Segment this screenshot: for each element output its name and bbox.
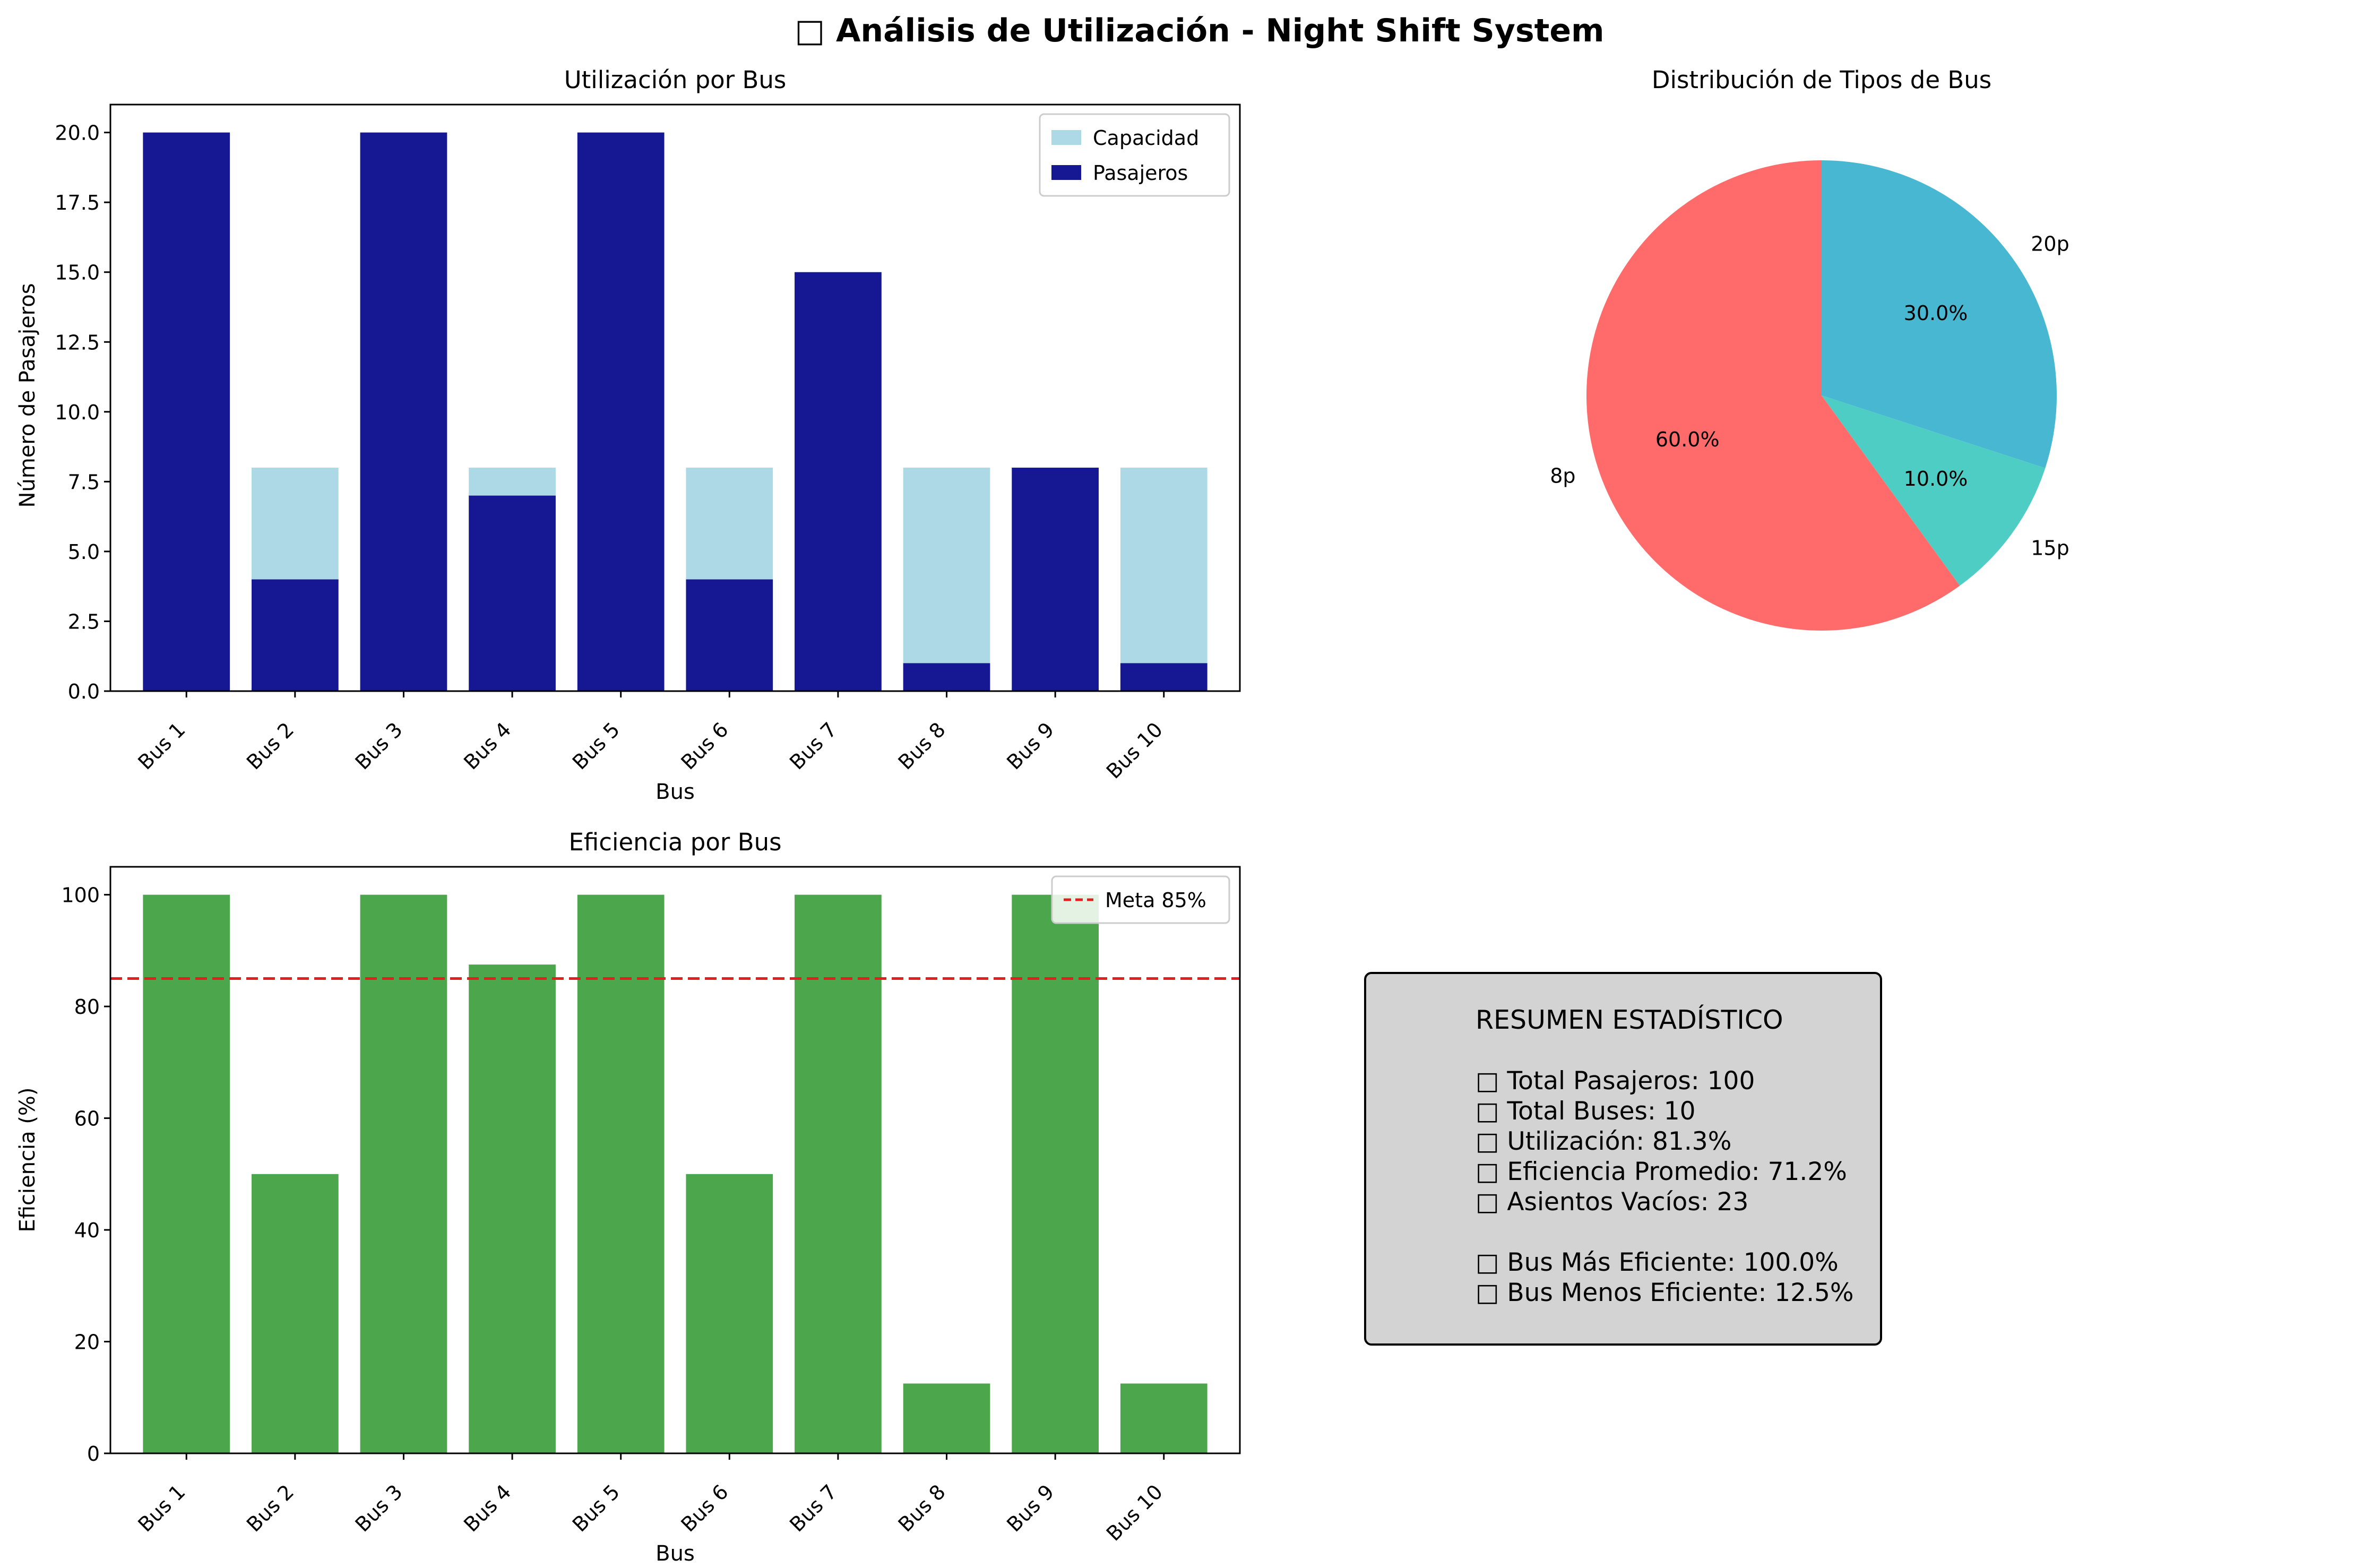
bar-value-6	[686, 1174, 773, 1453]
x-tick-label: Bus 4	[459, 1480, 515, 1536]
y-tick-label: 20.0	[55, 122, 100, 145]
x-tick-label: Bus 4	[459, 718, 515, 774]
summary-background	[1364, 972, 1882, 1346]
y-tick-label: 0.0	[68, 680, 100, 703]
bar-pasajeros-7	[795, 272, 882, 691]
chart3-title: Eficiencia por Bus	[568, 828, 781, 856]
legend-swatch-pasajeros	[1051, 165, 1081, 180]
bar-value-4	[469, 964, 556, 1453]
y-tick-label: 2.5	[68, 610, 100, 633]
summary-line: □ Total Pasajeros: 100	[1476, 1066, 1755, 1096]
x-tick-label: Bus 9	[1002, 718, 1058, 774]
x-tick-label: Bus 10	[1102, 718, 1167, 783]
legend: Meta 85%	[1051, 875, 1230, 924]
pie-label-20p: 20p	[2031, 232, 2069, 256]
bar-pasajeros-9	[1012, 468, 1099, 691]
legend-label: Pasajeros	[1093, 161, 1188, 185]
pie-pct-8p: 60.0%	[1655, 428, 1720, 451]
bus-type-pie-chart: Distribución de Tipos de Bus 20p 30.0% 15p…	[1550, 66, 2069, 631]
y-tick-label: 40	[74, 1219, 100, 1242]
y-tick-label: 20	[74, 1331, 100, 1354]
bar-value-1	[143, 894, 230, 1453]
bar-value-5	[577, 894, 665, 1453]
summary-title: RESUMEN ESTADÍSTICO	[1476, 1004, 1783, 1035]
bar-value-8	[903, 1383, 990, 1453]
pie-pct-15p: 10.0%	[1904, 467, 1968, 490]
x-tick-label: Bus 2	[242, 718, 298, 774]
legend-box	[1051, 875, 1230, 924]
summary-line: □ Asientos Vacíos: 23	[1476, 1187, 1748, 1217]
bar-capacidad-8	[903, 468, 990, 691]
summary-line: □ Bus Menos Eficiente: 12.5%	[1476, 1278, 1854, 1307]
x-tick-label: Bus 6	[676, 718, 732, 774]
pie-label-8p: 8p	[1550, 464, 1575, 488]
y-tick-label: 10.0	[55, 401, 100, 424]
legend-label: Meta 85%	[1105, 889, 1206, 912]
summary-line: □ Bus Más Eficiente: 100.0%	[1476, 1248, 1839, 1277]
legend-label: Capacidad	[1093, 126, 1199, 150]
legend-swatch-capacidad	[1051, 130, 1081, 145]
utilization-bar-chart: Utilización por Bus Bus Número de Pasaje…	[15, 66, 1241, 804]
y-tick-label: 80	[74, 995, 100, 1019]
pie-label-15p: 15p	[2031, 536, 2069, 559]
summary-box: RESUMEN ESTADÍSTICO □ Total Pasajeros: 1…	[1364, 972, 1882, 1346]
chart2-title: Distribución de Tipos de Bus	[1652, 66, 1991, 94]
chart1-xlabel: Bus	[655, 780, 695, 804]
bar-pasajeros-5	[577, 132, 665, 692]
bar-pasajeros-2	[252, 579, 339, 691]
x-tick-label: Bus 5	[568, 1480, 624, 1536]
x-tick-label: Bus 3	[351, 718, 407, 774]
y-tick-label: 5.0	[68, 540, 100, 564]
summary-line: □ Utilización: 81.3%	[1476, 1127, 1731, 1156]
pie-slice-8p	[1586, 160, 1960, 631]
summary-line: □ Total Buses: 10	[1476, 1097, 1696, 1126]
x-tick-label: Bus 1	[133, 1480, 189, 1536]
chart1-title: Utilización por Bus	[564, 66, 787, 94]
pie-pct-20p: 30.0%	[1904, 301, 1968, 325]
bar-pasajeros-10	[1120, 663, 1207, 691]
chart1-ylabel: Número de Pasajeros	[15, 283, 40, 507]
legend-box	[1039, 113, 1230, 197]
x-tick-label: Bus 8	[894, 1480, 950, 1536]
y-tick-label: 12.5	[55, 331, 100, 354]
y-tick-label: 7.5	[68, 470, 100, 494]
plot-frame	[109, 866, 1241, 1454]
chart3-ylabel: Eficiencia (%)	[15, 1087, 40, 1232]
y-tick-label: 60	[74, 1107, 100, 1131]
bar-value-9	[1012, 894, 1099, 1453]
bar-pasajeros-1	[143, 132, 230, 692]
bar-pasajeros-6	[686, 579, 773, 691]
x-tick-label: Bus 7	[785, 1480, 841, 1536]
plot-frame	[109, 104, 1241, 692]
legend: Capacidad Pasajeros	[1039, 113, 1230, 197]
summary-line: □ Eficiencia Promedio: 71.2%	[1476, 1157, 1847, 1186]
bar-pasajeros-3	[360, 132, 447, 692]
y-tick-label: 15.0	[55, 261, 100, 285]
x-tick-label: Bus 8	[894, 718, 950, 774]
bar-value-7	[795, 894, 882, 1453]
pie-slice-20p	[1822, 160, 2057, 468]
x-tick-label: Bus 7	[785, 718, 841, 774]
y-tick-label: 17.5	[55, 191, 100, 214]
bar-capacidad-10	[1120, 468, 1207, 691]
efficiency-bar-chart: Eficiencia por Bus Bus Eficiencia (%) 0 2…	[15, 828, 1241, 1566]
bar-pasajeros-8	[903, 663, 990, 691]
chart3-xlabel: Bus	[655, 1541, 695, 1566]
y-tick-label: 0	[87, 1442, 100, 1466]
bar-value-2	[252, 1174, 339, 1453]
x-tick-label: Bus 2	[242, 1480, 298, 1536]
x-tick-label: Bus 1	[133, 718, 189, 774]
figure-title: □ Análisis de Utilización - Night Shift …	[795, 12, 1604, 49]
bar-pasajeros-4	[469, 495, 556, 691]
bar-value-10	[1120, 1383, 1207, 1453]
bar-value-3	[360, 894, 447, 1453]
pie-slice-15p	[1822, 395, 2046, 586]
x-tick-label: Bus 6	[676, 1480, 732, 1536]
x-tick-label: Bus 9	[1002, 1480, 1058, 1536]
y-tick-label: 100	[61, 884, 100, 907]
x-tick-label: Bus 3	[351, 1480, 407, 1536]
x-tick-label: Bus 5	[568, 718, 624, 774]
x-tick-label: Bus 10	[1102, 1480, 1167, 1545]
